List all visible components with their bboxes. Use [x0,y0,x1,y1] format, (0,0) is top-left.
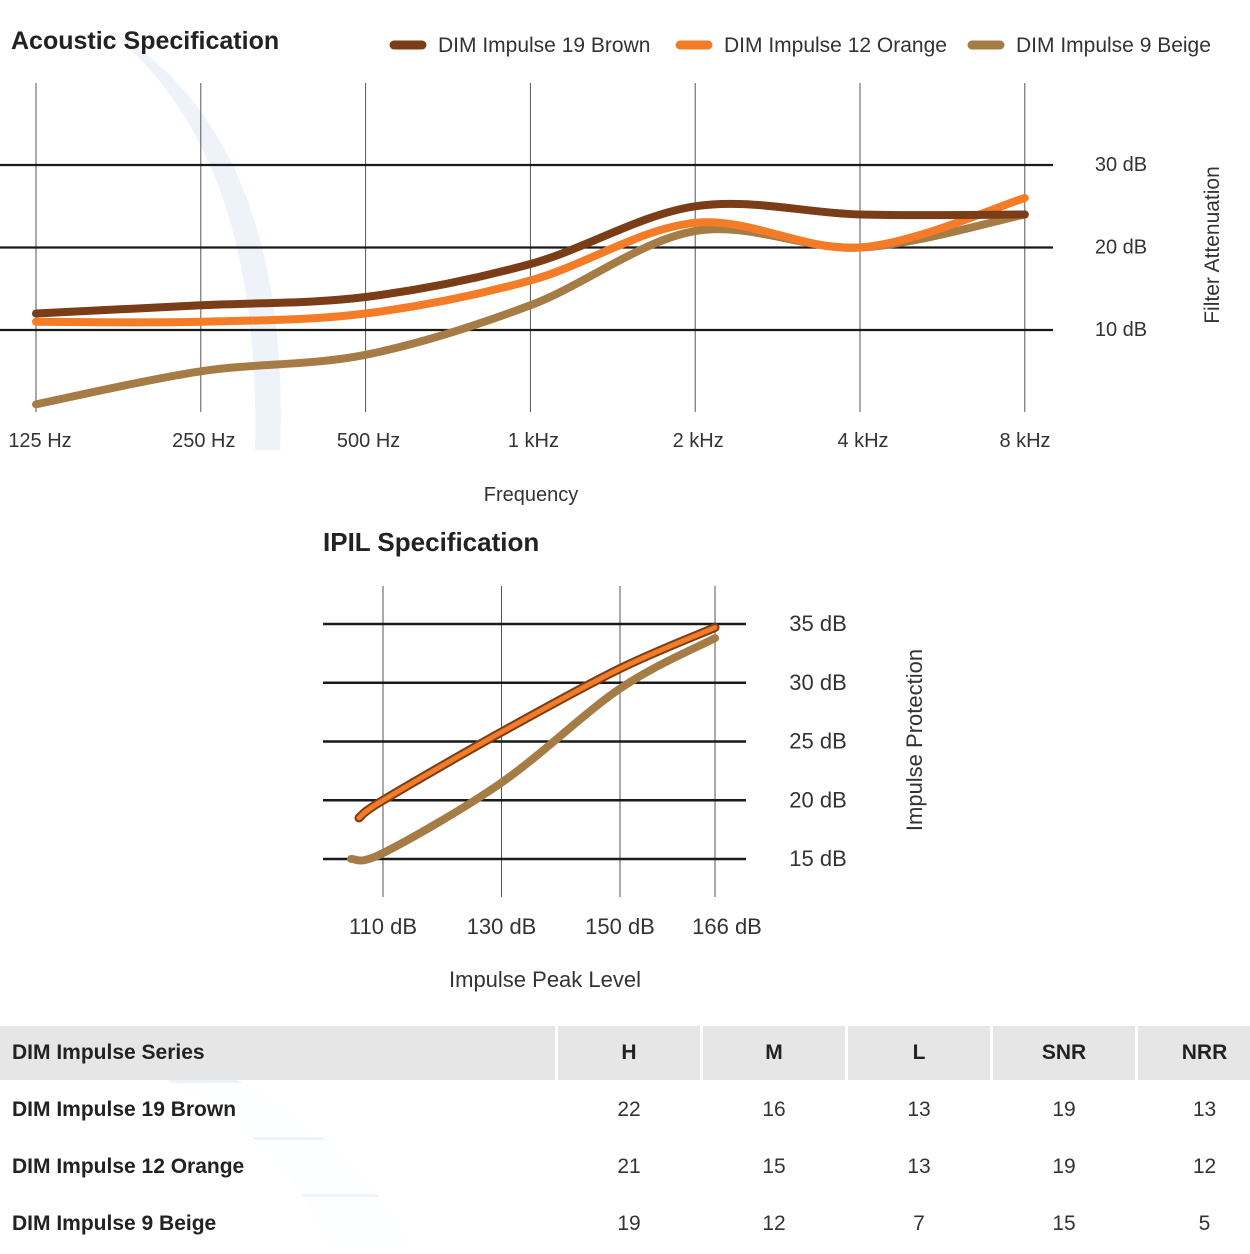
table-cell-series: DIM Impulse 19 Brown [0,1083,555,1137]
table-header-m: M [703,1026,845,1080]
legend-label: DIM Impulse 19 Brown [438,34,650,57]
acoustic-x-tick-label: 8 kHz [999,430,1050,452]
table-cell: 22 [558,1083,700,1137]
acoustic-x-tick-label: 4 kHz [837,430,888,452]
ipil-series-dim-impulse-12-orange [356,625,718,821]
ipil-x-tick-label: 110 dB [349,914,417,939]
acoustic-x-tick-label: 500 Hz [337,430,400,452]
table-header-nrr: NRR [1138,1026,1250,1080]
acoustic-x-tick-label: 250 Hz [172,430,235,452]
ipil-y-axis-label: Impulse Protection [902,649,927,831]
ipil-y-tick-label: 35 dB [789,611,847,636]
table-cell: 12 [1138,1140,1250,1194]
table-row: DIM Impulse 9 Beige 19 12 7 15 5 [0,1197,1250,1251]
acoustic-y-tick-label: 30 dB [1095,154,1147,176]
acoustic-chart: Acoustic Specification DIM Impulse 19 Br… [0,27,1224,506]
ipil-y-tick-label: 25 dB [789,729,847,754]
legend-item-dim-impulse-19-brown: DIM Impulse 19 Brown [389,34,650,57]
ipil-y-tick-label: 15 dB [789,846,847,871]
ipil-x-axis-label: Impulse Peak Level [449,967,641,992]
table-cell: 13 [1138,1083,1250,1137]
table-header-h: H [558,1026,700,1080]
acoustic-y-tick-label: 10 dB [1095,319,1147,341]
ipil-chart: IPIL Specification 110 dB 130 dB 150 dB 166… [323,527,927,992]
ipil-y-tick-label: 20 dB [789,787,847,812]
legend-label: DIM Impulse 12 Orange [724,34,947,57]
legend-item-dim-impulse-9-beige: DIM Impulse 9 Beige [967,34,1211,57]
legend-item-dim-impulse-12-orange: DIM Impulse 12 Orange [675,34,947,57]
table-header-row: DIM Impulse Series H M L SNR NRR [0,1026,1250,1080]
table-cell: 19 [993,1140,1135,1194]
table-header-l: L [848,1026,990,1080]
acoustic-series-dim-impulse-19-brown [32,199,1029,318]
table-cell: 19 [558,1197,700,1251]
acoustic-series-dim-impulse-12-orange [32,194,1029,327]
ipil-x-tick-label: 150 dB [585,914,655,939]
spec-table: DIM Impulse Series H M L SNR NRR DIM Imp… [0,1023,1250,1254]
ipil-x-tick-label: 166 dB [692,914,762,939]
table-cell: 16 [703,1083,845,1137]
table-cell: 21 [558,1140,700,1194]
acoustic-x-tick-label: 125 Hz [8,430,71,452]
table-cell: 12 [703,1197,845,1251]
acoustic-x-tick-label: 1 kHz [508,430,559,452]
table-cell: 19 [993,1083,1135,1137]
legend-label: DIM Impulse 9 Beige [1016,34,1211,57]
table-cell-series: DIM Impulse 12 Orange [0,1140,555,1194]
table-cell: 15 [703,1140,845,1194]
ipil-x-tick-label: 130 dB [467,914,537,939]
table-cell: 7 [848,1197,990,1251]
acoustic-legend: DIM Impulse 19 Brown DIM Impulse 12 Orang… [389,34,1211,57]
table-row: DIM Impulse 12 Orange 21 15 13 19 12 [0,1140,1250,1194]
acoustic-x-axis-label: Frequency [484,484,579,506]
table-header-snr: SNR [993,1026,1135,1080]
ipil-chart-title: IPIL Specification [323,527,539,557]
table-row: DIM Impulse 19 Brown 22 16 13 19 13 [0,1083,1250,1137]
table-cell: 13 [848,1083,990,1137]
table-cell: 5 [1138,1197,1250,1251]
ipil-series-dim-impulse-19-brown [354,623,720,823]
ipil-series-dim-impulse-9-beige [347,634,719,865]
acoustic-y-axis-label: Filter Attenuation [1201,166,1224,324]
table-cell: 15 [993,1197,1135,1251]
table-header-series: DIM Impulse Series [0,1026,555,1080]
table-cell: 13 [848,1140,990,1194]
table-cell-series: DIM Impulse 9 Beige [0,1197,555,1251]
acoustic-chart-title: Acoustic Specification [11,27,279,55]
acoustic-x-tick-label: 2 kHz [673,430,724,452]
acoustic-y-tick-label: 20 dB [1095,237,1147,259]
ipil-y-tick-label: 30 dB [789,670,847,695]
